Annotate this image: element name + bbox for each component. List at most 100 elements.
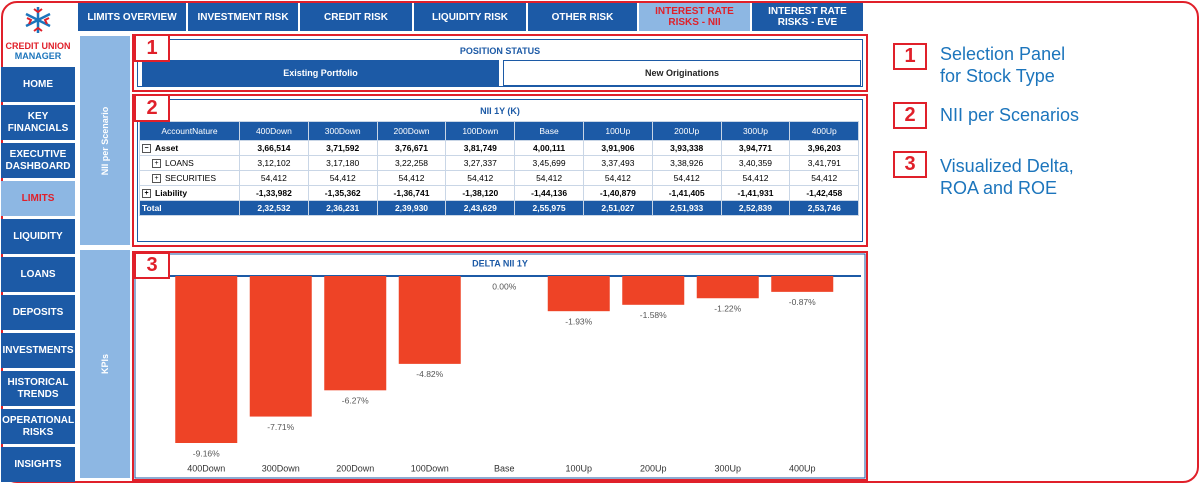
table-row: + Liability -1,33,982 -1,35,362 -1,36,741 -1,…: [139, 185, 860, 201]
data-label: -9.16%: [193, 448, 220, 458]
row-label-text: Total: [142, 203, 162, 213]
cell: 3,81,749: [445, 140, 516, 156]
callout-badge: 2: [893, 102, 927, 129]
nav-button[interactable]: LOANS: [1, 257, 75, 292]
x-tick-label: 400Up: [789, 463, 816, 473]
row-label-text: SECURITIES: [165, 172, 217, 183]
callout-badge: 2: [134, 94, 170, 122]
callout-badge: 1: [134, 34, 170, 62]
column-header: 200Up: [651, 121, 722, 141]
delta-panel: DELTA NII 1Y -9.16% 400Down -7.71% 300Down -…: [132, 251, 868, 481]
nav-button[interactable]: KEY FINANCIALS: [1, 105, 75, 140]
expand-icon[interactable]: +: [152, 174, 161, 184]
cell: 3,93,338: [651, 140, 722, 156]
cell: 2,51,933: [651, 200, 722, 216]
callout-line: for Stock Type: [940, 66, 1055, 86]
bar: [696, 276, 759, 299]
panel-title: POSITION STATUS: [459, 46, 541, 56]
column-header: 400Down: [239, 121, 309, 141]
tab[interactable]: OTHER RISK: [528, 3, 637, 31]
cell-value: 2,32,532: [257, 203, 291, 213]
data-label: -1.22%: [714, 303, 741, 313]
cell-value: 3,38,926: [670, 158, 704, 168]
cell: 3,41,791: [789, 155, 860, 171]
cell-value: 54,412: [398, 173, 425, 183]
cell-value: 3,94,771: [738, 143, 773, 153]
cell-value: 2,43,629: [463, 203, 497, 213]
cell: 54,412: [445, 170, 516, 186]
nav-button[interactable]: EXECUTIVE DASHBOARD: [1, 143, 75, 178]
cell: -1,42,458: [789, 185, 860, 201]
nav-button[interactable]: LIMITS: [1, 181, 75, 216]
cell: 54,412: [514, 170, 584, 186]
cell: -1,35,362: [307, 185, 378, 201]
logo-icon: [25, 7, 51, 33]
cell: 2,32,532: [239, 200, 309, 216]
bar: [249, 276, 312, 417]
row-label-text: Asset: [155, 142, 179, 153]
nav-button[interactable]: HISTORICAL TRENDS: [1, 371, 75, 406]
nav-button[interactable]: HOME: [1, 67, 75, 102]
x-tick-label: 200Up: [640, 463, 667, 473]
cell-value: -1,33,982: [255, 188, 292, 198]
row-label-text: LOANS: [165, 157, 194, 168]
option-button[interactable]: New Originations: [503, 60, 861, 86]
x-tick-label: 100Up: [565, 463, 592, 473]
cell: 2,53,746: [789, 200, 860, 216]
header-row: AccountNature 400Down 300Down 200Down 100Dow…: [139, 121, 860, 141]
cell-value: 2,51,933: [670, 203, 704, 213]
cell: -1,33,982: [239, 185, 309, 201]
cell-value: 2,52,839: [738, 203, 773, 213]
tab[interactable]: CREDIT RISK: [300, 3, 412, 31]
cell-value: 2,36,231: [326, 203, 360, 213]
cell: 2,36,231: [307, 200, 378, 216]
x-tick-label: 300Up: [714, 463, 741, 473]
nav-button[interactable]: DEPOSITS: [1, 295, 75, 330]
cell-value: -1,36,741: [393, 188, 430, 198]
cell-value: 54,412: [467, 173, 494, 183]
data-label: -1.58%: [640, 310, 667, 320]
cell-value: -1,40,879: [599, 188, 636, 198]
logo-line1: CREDIT UNION: [5, 41, 71, 51]
tab[interactable]: INVESTMENT RISK: [188, 3, 298, 31]
cell-value: -1,41,931: [737, 188, 774, 198]
bar: [622, 276, 685, 305]
cell: 3,76,671: [376, 140, 447, 156]
nav-button[interactable]: OPERATIONAL RISKS: [1, 409, 75, 444]
row-label: + LOANS: [139, 155, 240, 171]
x-tick-label: 200Down: [336, 463, 374, 473]
tab[interactable]: INTEREST RATE RISKS - EVE: [752, 3, 863, 31]
cell: 2,52,839: [720, 200, 791, 216]
cell: 54,412: [239, 170, 309, 186]
column-header: Base: [514, 121, 584, 141]
nav-button[interactable]: LIQUIDITY: [1, 219, 75, 254]
callout-line: Selection Panel: [940, 44, 1066, 64]
expand-icon[interactable]: +: [142, 189, 151, 199]
callout-badge: 1: [893, 43, 927, 70]
expand-icon[interactable]: −: [142, 144, 151, 154]
cell: -1,44,136: [514, 185, 584, 201]
side-label: NII per Scenario: [80, 36, 130, 245]
cell: 4,00,111: [514, 140, 584, 156]
cell: 3,37,493: [582, 155, 653, 171]
nii-panel: NII 1Y (K) AccountNature 400Down 300Down 20…: [132, 94, 868, 247]
cell: 3,45,699: [514, 155, 584, 171]
table-row: − Asset 3,66,514 3,71,592 3,76,671 3,81,749 4,…: [139, 140, 860, 156]
cell: 3,66,514: [239, 140, 309, 156]
cell: -1,40,879: [582, 185, 653, 201]
bar: [547, 276, 610, 312]
nav-button[interactable]: INVESTMENTS: [1, 333, 75, 368]
tab[interactable]: INTEREST RATE RISKS - NII: [639, 3, 750, 31]
tab[interactable]: LIQUIDITY RISK: [414, 3, 526, 31]
tab[interactable]: LIMITS OVERVIEW: [78, 3, 186, 31]
option-button[interactable]: Existing Portfolio: [142, 60, 499, 86]
cell: -1,38,120: [445, 185, 516, 201]
cell-value: 3,22,258: [394, 158, 429, 168]
row-label-text: Liability: [155, 187, 188, 198]
cell-value: 2,53,746: [807, 203, 841, 213]
callout-text: Selection Panel for Stock Type: [940, 43, 1065, 87]
callout-text: Visualized Delta, ROA and ROE: [940, 155, 1074, 199]
row-label: − Asset: [139, 140, 240, 156]
nav-button[interactable]: INSIGHTS: [1, 447, 75, 482]
expand-icon[interactable]: +: [152, 159, 161, 169]
